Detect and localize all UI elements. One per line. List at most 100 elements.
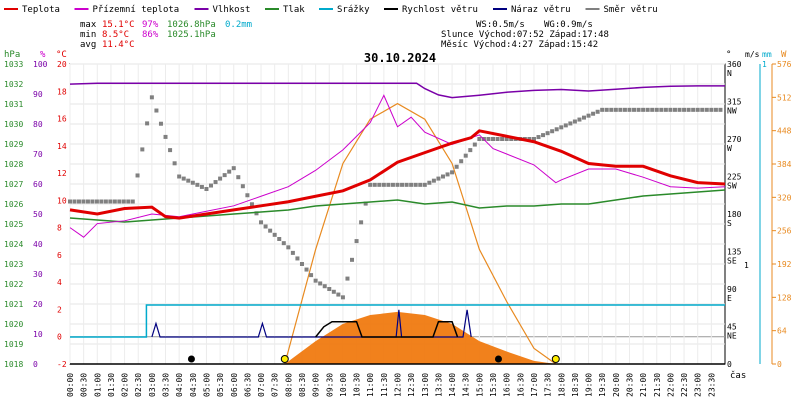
tick-time-27: 13:30 [434,373,443,397]
tick-temp-5: 10 [57,196,67,205]
tick-solar-6: 192 [777,260,792,269]
legend: Teplota Přízemní teplota Vlhkost Tlak Srážky… [4,5,658,15]
tick-pressure-10: 1023 [4,260,23,269]
tick-dir-label-5: SE [727,257,737,266]
dir-mark-16-12 [586,113,591,118]
tick-dir-4: 180 [727,210,742,219]
tick-time-36: 18:00 [557,373,566,397]
dir-mark-16-1 [536,135,541,140]
dir-mark-2-3 [163,134,168,139]
tick-pressure-14: 1019 [4,340,23,349]
tick-dir-label-0: N [727,69,732,78]
dir-mark-10-0 [368,182,373,187]
unit-mm: mm [762,50,772,59]
tick-time-45: 22:30 [680,373,689,397]
tick-dir-1: 315 [727,98,742,107]
dir-mark-7-0 [286,245,291,250]
dir-mark-7-4 [304,267,309,272]
unit-w: W [781,50,787,60]
dir-mark-7-1 [290,250,295,255]
dir-mark-17-3 [613,107,618,112]
dir-mark-10-2 [377,182,382,187]
dir-mark-6-0 [259,220,264,225]
dir-mark-14-3 [491,137,496,141]
dir-mark-3-2 [186,178,191,183]
tick-dir-7: 45 [727,323,737,332]
dir-mark-17-21 [695,107,700,112]
dir-mark-0-11 [117,199,122,204]
tick-pressure-6: 1027 [4,180,23,189]
dir-mark-11-2 [404,182,409,187]
dir-mark-0-2 [76,199,81,204]
tick-pressure-2: 1031 [4,100,23,109]
dir-mark-7-5 [309,273,314,278]
tick-time-20: 10:00 [339,373,348,397]
dir-mark-17-19 [686,107,691,112]
dir-mark-13-5 [472,142,477,147]
tick-time-46: 23:00 [694,373,703,397]
dir-mark-16-7 [563,123,568,128]
dir-mark-17-16 [672,107,677,112]
dir-mark-17-12 [654,107,659,112]
tick-humidity-4: 60 [33,180,43,189]
tick-dir-label-6: E [727,294,732,303]
tick-time-44: 22:00 [666,373,675,397]
tick-temp-2: 16 [57,115,67,124]
dir-mark-1-3 [145,121,150,126]
tick-time-18: 09:00 [312,373,321,397]
tick-time-34: 17:00 [530,373,539,397]
dir-mark-4-3 [218,176,223,181]
dir-mark-17-17 [677,107,682,112]
dir-mark-9-4 [359,220,364,225]
dir-mark-16-9 [572,119,577,124]
tick-time-41: 20:30 [625,373,634,397]
tick-time-21: 10:30 [353,373,362,397]
dir-mark-0-1 [72,199,77,204]
tick-pressure-12: 1021 [4,300,23,309]
tick-temp-9: 2 [57,305,62,314]
dir-mark-16-11 [581,115,586,120]
dir-mark-17-26 [718,107,723,112]
tick-time-12: 06:00 [230,373,239,397]
tick-time-22: 11:00 [366,373,375,397]
dir-mark-16-8 [568,121,573,126]
dir-mark-15-5 [527,137,532,141]
dir-mark-6-1 [263,224,268,229]
tick-temp-11: -2 [57,360,67,369]
dir-mark-13-4 [468,148,473,153]
dir-mark-17-7 [632,107,637,112]
dir-mark-7-2 [295,256,300,261]
tick-dir-label-3: SW [727,182,737,191]
tick-time-16: 08:00 [284,373,293,397]
dir-mark-16-4 [550,129,555,134]
dir-mark-4-0 [204,187,209,191]
dir-mark-3-4 [195,182,200,187]
dir-mark-6-4 [277,237,282,241]
dir-mark-0-8 [103,199,108,204]
tick-time-25: 12:30 [407,373,416,397]
tick-time-23: 11:30 [380,373,389,397]
tick-dir-label-7: NE [727,332,737,341]
dir-mark-17-4 [618,107,623,112]
dir-mark-17-8 [636,107,641,112]
tick-dir-8: 0 [727,360,732,369]
sun-set-marker [551,355,560,363]
tick-solar-5: 256 [777,227,792,236]
stats-block: max 15.1°C 97% 1026.8hPa 0.2mm min 8.5°C… [80,20,609,50]
tick-temp-7: 6 [57,251,62,260]
tick-time-31: 15:30 [489,373,498,397]
dir-mark-9-3 [354,239,359,244]
tick-pressure-1: 1032 [4,80,23,89]
dir-mark-8-2 [322,284,327,289]
dir-mark-14-0 [477,137,482,141]
tick-humidity-10: 0 [33,360,38,369]
series-line-humidity [69,82,725,99]
tick-pressure-9: 1024 [4,240,23,249]
stat-avg-temp: 11.4°C [102,40,135,50]
dir-mark-5-5 [254,211,259,216]
dir-mark-14-5 [500,137,505,141]
dir-mark-16-14 [595,109,600,114]
legend-label-3: Tlak [283,5,305,15]
tick-humidity-0: 100 [33,60,48,69]
dir-mark-17-9 [641,107,646,112]
